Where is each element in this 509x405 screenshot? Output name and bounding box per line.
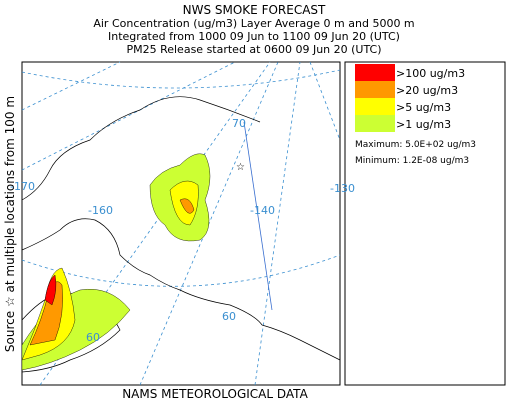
minimum: Minimum: 1.2E-08 ug/m3 (355, 156, 469, 166)
smoke-plume (21, 153, 211, 371)
legend-label: >20 ug/m3 (396, 84, 458, 97)
graticule-label: 60 (222, 310, 236, 323)
legend-swatch (355, 98, 395, 115)
graticule-label: -170 (10, 180, 35, 193)
graticule-label: -130 (330, 182, 355, 195)
graticule-label: -140 (250, 204, 275, 217)
legend-swatch (355, 64, 395, 81)
side-label: Source ☆ at multiple locations from 100 … (3, 96, 17, 352)
title: NWS SMOKE FORECAST (183, 3, 326, 17)
map: ☆ (21, 61, 341, 386)
border (243, 121, 273, 311)
legend-frame (344, 61, 506, 386)
source-marker: ☆ (236, 162, 245, 173)
legend-swatch (355, 81, 395, 98)
legend-label: >5 ug/m3 (396, 101, 451, 114)
graticule-label: -160 (88, 204, 113, 217)
graticule-label: 70 (232, 117, 246, 130)
legend-swatch (355, 115, 395, 132)
footer: NAMS METEOROLOGICAL DATA (122, 387, 308, 401)
legend-label: >1 ug/m3 (396, 118, 451, 131)
maximum: Maximum: 5.0E+02 ug/m3 (355, 140, 476, 150)
header-line: Integrated from 1000 09 Jun to 1100 09 J… (108, 30, 400, 43)
header-line: Air Concentration (ug/m3) Layer Average … (93, 17, 414, 30)
graticule-label: 60 (86, 331, 100, 344)
header-line: PM25 Release started at 0600 09 Jun 20 (… (126, 43, 381, 56)
legend-label: >100 ug/m3 (396, 67, 465, 80)
spacer (5, 62, 17, 63)
